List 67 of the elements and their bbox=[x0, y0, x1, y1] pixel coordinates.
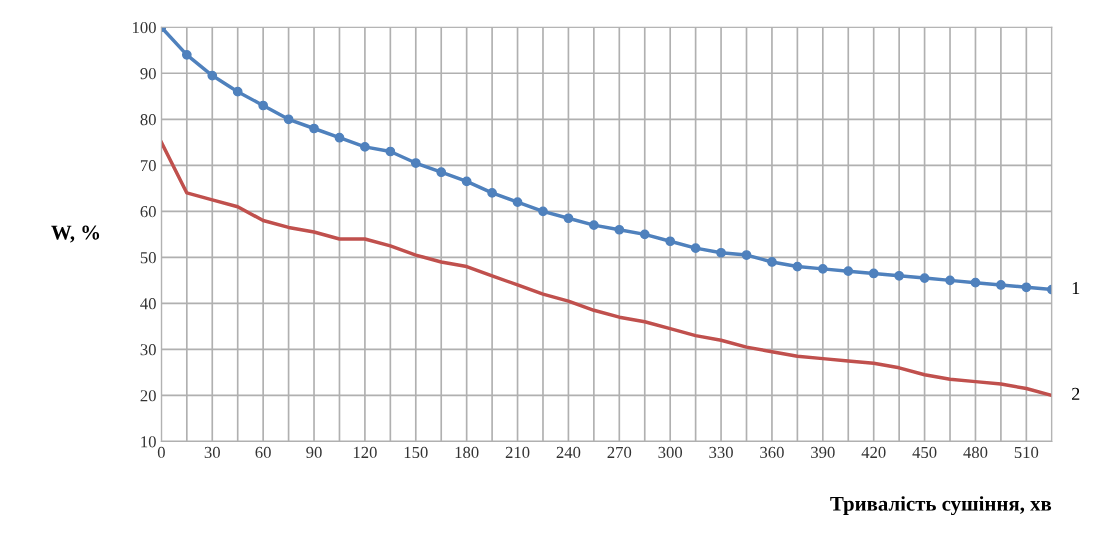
point bbox=[283, 114, 294, 125]
point bbox=[589, 220, 599, 231]
y-tick-label: 100 bbox=[132, 21, 156, 34]
point bbox=[817, 264, 828, 274]
series-label: 1 bbox=[1072, 282, 1080, 294]
x-tick-label: 90 bbox=[306, 446, 322, 459]
x-tick-label: 450 bbox=[912, 446, 937, 459]
point bbox=[487, 188, 497, 198]
point bbox=[385, 146, 396, 157]
point bbox=[945, 275, 955, 286]
point bbox=[868, 268, 879, 279]
x-tick-label: 0 bbox=[157, 446, 165, 459]
y-tick-label: 20 bbox=[140, 390, 156, 402]
point bbox=[461, 176, 472, 187]
point bbox=[232, 86, 243, 97]
point bbox=[538, 206, 548, 217]
point bbox=[843, 266, 854, 277]
x-tick-label: 180 bbox=[455, 446, 479, 459]
point bbox=[690, 243, 701, 254]
x-tick-label: 30 bbox=[204, 446, 220, 459]
point bbox=[1021, 282, 1032, 293]
point bbox=[792, 261, 803, 272]
point bbox=[360, 142, 370, 152]
x-tick-label: 390 bbox=[811, 446, 835, 459]
point bbox=[334, 132, 345, 143]
point bbox=[258, 100, 269, 111]
x-tick-label: 360 bbox=[760, 446, 784, 459]
x-tick-label: 510 bbox=[1014, 446, 1039, 459]
line-series bbox=[161, 140, 1052, 398]
point bbox=[181, 50, 192, 60]
x-tick-label: 480 bbox=[963, 446, 988, 459]
y-tick-label: 60 bbox=[140, 206, 156, 218]
point bbox=[309, 123, 319, 134]
x-tick-label: 270 bbox=[607, 446, 632, 459]
y-tick-label: 50 bbox=[140, 252, 156, 264]
point bbox=[996, 280, 1006, 290]
point bbox=[563, 213, 574, 224]
x-tick-label: 300 bbox=[658, 446, 683, 459]
point bbox=[639, 229, 650, 240]
point bbox=[410, 158, 421, 168]
point bbox=[614, 224, 625, 235]
y-tick-label: 80 bbox=[140, 113, 156, 126]
x-tick-label: 60 bbox=[255, 446, 271, 459]
point bbox=[970, 277, 981, 288]
point bbox=[894, 270, 905, 281]
x-tick-label: 150 bbox=[404, 446, 428, 459]
x-axis-title: Тривалість сушіння, хв bbox=[830, 496, 1052, 516]
point bbox=[741, 250, 752, 260]
point bbox=[512, 197, 523, 207]
x-tick-label: 210 bbox=[505, 446, 530, 459]
x-tick-label: 120 bbox=[353, 446, 377, 459]
point bbox=[436, 167, 447, 178]
x-tick-label: 420 bbox=[861, 446, 886, 459]
y-tick-label: 40 bbox=[140, 298, 156, 310]
point bbox=[716, 247, 726, 258]
x-tick-label: 330 bbox=[709, 446, 733, 459]
point bbox=[767, 257, 777, 267]
y-tick-label: 10 bbox=[141, 436, 156, 448]
point bbox=[207, 70, 218, 81]
y-tick-label: 30 bbox=[140, 344, 156, 356]
x-tick-label: 240 bbox=[556, 446, 581, 459]
y-tick-label: 90 bbox=[140, 67, 156, 80]
y-axis-title: W, % bbox=[51, 225, 100, 243]
point bbox=[919, 273, 930, 283]
point bbox=[665, 236, 676, 247]
y-tick-label: 70 bbox=[140, 160, 156, 172]
series-label: 2 bbox=[1072, 387, 1080, 400]
